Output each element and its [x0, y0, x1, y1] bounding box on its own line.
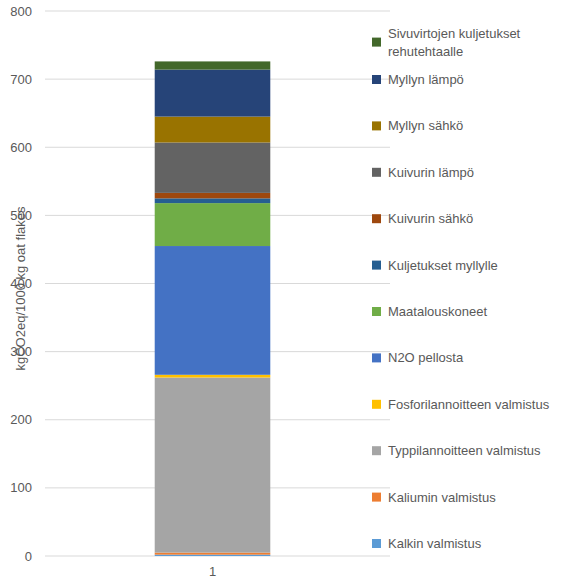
bars — [155, 61, 271, 556]
chart: 0100200300400500600700800kgCO2eq/1000 kg… — [0, 0, 585, 578]
legend-label: Kalkin valmistus — [388, 536, 482, 551]
legend-line: Myllyn sähkö — [388, 118, 463, 133]
legend-line: Maatalouskoneet — [388, 304, 487, 319]
legend-label: Typpilannoitteen valmistus — [388, 443, 541, 458]
bar-segment — [155, 193, 271, 198]
y-tick-label: 200 — [10, 412, 32, 427]
legend-line: Fosforilannoitteen valmistus — [388, 397, 550, 412]
bar-segment — [155, 61, 271, 69]
bar-segment — [155, 117, 271, 143]
legend-line: N2O pellosta — [388, 350, 464, 365]
legend-label: Myllyn sähkö — [388, 118, 463, 133]
legend-swatch — [372, 168, 381, 177]
bar-segment — [155, 203, 271, 246]
bar-segment — [155, 553, 271, 555]
legend-label: Fosforilannoitteen valmistus — [388, 397, 550, 412]
y-tick-label: 100 — [10, 480, 32, 495]
legend-line: Kuivurin lämpö — [388, 165, 474, 180]
legend-line: Myllyn lämpö — [388, 72, 464, 87]
legend-swatch — [372, 214, 381, 223]
bar-segment — [155, 246, 271, 375]
legend-swatch — [372, 75, 381, 84]
legend-swatch — [372, 400, 381, 409]
legend-label: Maatalouskoneet — [388, 304, 487, 319]
legend-swatch — [372, 493, 381, 502]
legend-line: Kalkin valmistus — [388, 536, 482, 551]
y-tick-label: 0 — [25, 549, 32, 564]
bar-segment — [155, 378, 271, 553]
legend-line: rehutehtaalle — [388, 44, 463, 59]
legend-swatch — [372, 121, 381, 130]
y-axis-label: kgCO2eq/1000 kg oat flakes — [13, 206, 28, 371]
legend-line: Typpilannoitteen valmistus — [388, 443, 541, 458]
grid-line — [45, 11, 390, 12]
y-tick-label: 600 — [10, 140, 32, 155]
legend-label: Myllyn lämpö — [388, 72, 464, 87]
legend-swatch — [372, 539, 381, 548]
legend-swatch — [372, 38, 381, 47]
legend-label: N2O pellosta — [388, 350, 464, 365]
legend-swatch — [372, 353, 381, 362]
legend-label: Kuivurin sähkö — [388, 211, 473, 226]
legend-line: Sivuvirtojen kuljetukset — [388, 26, 521, 41]
legend-swatch — [372, 446, 381, 455]
bar-segment — [155, 142, 271, 192]
legend-line: Kuivurin sähkö — [388, 211, 473, 226]
legend-line: Kaliumin valmistus — [388, 490, 496, 505]
x-tick-label: 1 — [209, 564, 216, 578]
y-tick-label: 800 — [10, 4, 32, 19]
y-tick-label: 700 — [10, 72, 32, 87]
bar-segment — [155, 555, 271, 556]
legend-line: Kuljetukset myllylle — [388, 258, 498, 273]
legend-label: Kaliumin valmistus — [388, 490, 496, 505]
legend-swatch — [372, 307, 381, 316]
bar-segment — [155, 375, 271, 378]
bar-segment — [155, 198, 271, 203]
legend-label: Sivuvirtojen kuljetukset rehutehtaalle — [388, 26, 521, 59]
legend-swatch — [372, 261, 381, 270]
legend-label: Kuivurin lämpö — [388, 165, 474, 180]
bar-segment — [155, 70, 271, 117]
legend-label: Kuljetukset myllylle — [388, 258, 498, 273]
grid-line — [45, 556, 390, 557]
